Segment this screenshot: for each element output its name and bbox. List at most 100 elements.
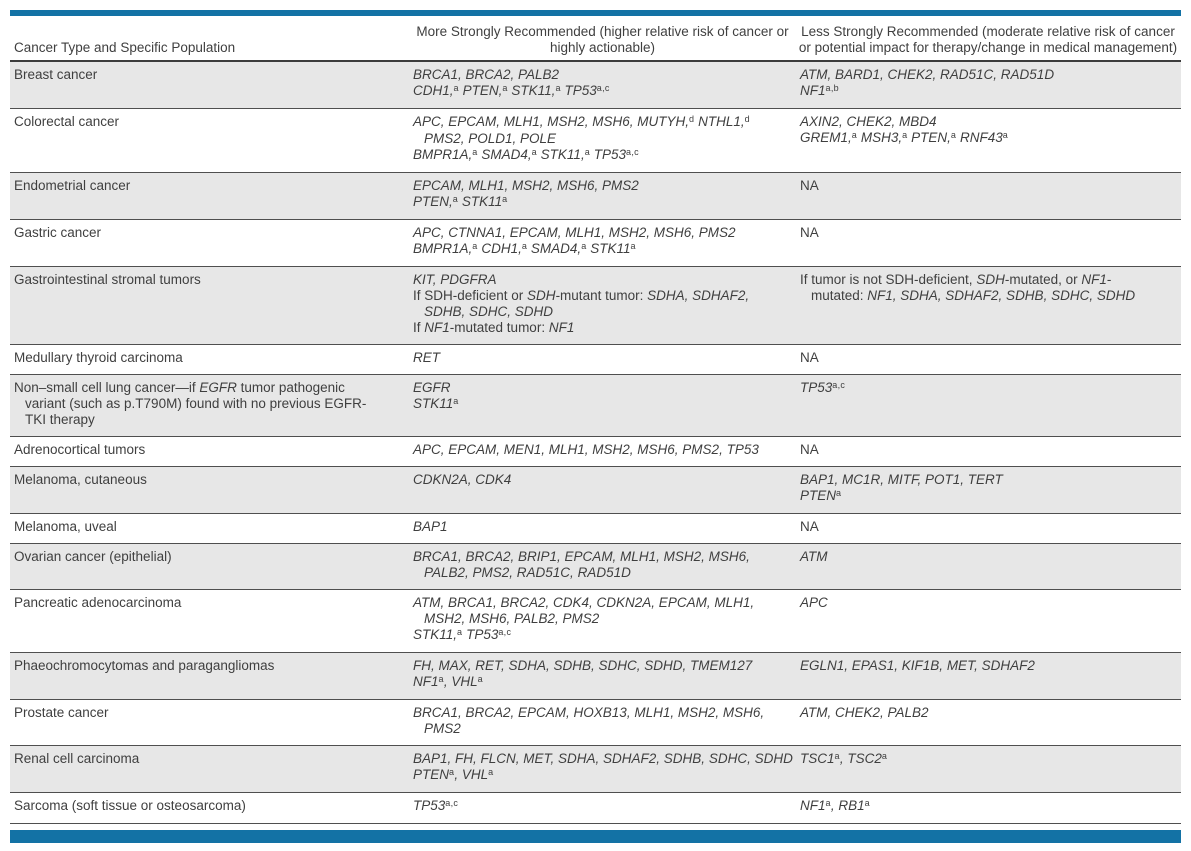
footnote-marker: a [477,674,483,684]
table-row: Phaeochromocytomas and paragangliomas FH,… [10,652,1181,699]
text-line: TP53a,c [413,798,789,815]
footnote-marker: a [472,147,478,157]
text-segment: EGFR [413,380,451,395]
cancer-type-cell: Phaeochromocytomas and paragangliomas [10,653,410,699]
text-line: If tumor is not SDH-deficient, SDH-mutat… [800,272,1175,288]
text-segment: STK11, [413,627,458,642]
less-strongly-recommended-cell: TP53a,c [795,375,1181,436]
table-body: Breast cancer BRCA1, BRCA2, PALB2 CDH1,a P… [10,62,1181,824]
top-rule [10,10,1181,16]
text-line: NA [800,350,1175,366]
footnote-marker: a [555,83,561,93]
text-segment: GREM1, [800,130,852,145]
text-segment: NF1 [424,320,450,335]
text-segment: NA [800,178,819,193]
cancer-type-cell: Adrenocortical tumors [10,437,410,466]
table-row: Ovarian cancer (epithelial) BRCA1, BRCA2,… [10,543,1181,589]
more-strongly-recommended-cell: ATM, BRCA1, BRCA2, CDK4, CDKN2A, EPCAM, … [410,590,795,652]
more-strongly-recommended-cell: BRCA1, BRCA2, EPCAM, HOXB13, MLH1, MSH2,… [410,700,795,745]
text-line: Colorectal cancer [14,114,404,130]
table-row: Prostate cancer BRCA1, BRCA2, EPCAM, HOXB… [10,699,1181,745]
footnote-marker: a [453,83,459,93]
text-line: PMS2, POLD1, POLE [413,131,789,147]
text-segment: Colorectal cancer [14,114,120,129]
text-segment: PMS2 [424,721,461,736]
text-segment: NF1 [548,320,575,335]
text-segment: Ovarian cancer (epithelial) [14,549,172,564]
text-line: MSH2, MSH6, PALB2, PMS2 [413,611,789,627]
footnote-marker: d [744,114,750,124]
less-strongly-recommended-cell: ATM, BARD1, CHEK2, RAD51C, RAD51D NF1a,b [795,62,1181,108]
more-strongly-recommended-cell: FH, MAX, RET, SDHA, SDHB, SDHC, SDHD, TM… [410,653,795,699]
text-segment: CDKN2A, CDK4 [413,472,512,487]
footnote-marker: a [488,767,494,777]
footnote-marker: a [581,241,587,251]
footnote-marker: a [452,194,459,204]
less-strongly-recommended-cell: NF1a, RB1a [795,793,1181,823]
more-strongly-recommended-cell: APC, EPCAM, MLH1, MSH2, MSH6, MUTYH,d NT… [410,109,795,172]
text-line: TKI therapy [14,412,404,428]
text-line: NA [800,178,1175,194]
text-line: NF1a, RB1a [800,798,1175,815]
cancer-type-cell: Renal cell carcinoma [10,746,410,792]
text-line: Melanoma, uveal [14,519,404,535]
footnote-marker: a,b [825,83,839,93]
text-segment: APC, EPCAM, MEN1, MLH1, MSH2, MSH6, PMS2… [413,442,759,457]
text-line: ATM, CHEK2, PALB2 [800,705,1175,721]
table-row: Pancreatic adenocarcinoma ATM, BRCA1, BRC… [10,589,1181,652]
footnote-marker: a,c [498,627,512,637]
cancer-type-cell: Prostate cancer [10,700,410,745]
text-segment: EPCAM, MLH1, MSH2, MSH6, PMS2 [413,178,639,193]
text-segment: MSH3, [857,130,903,145]
text-line: AXIN2, CHEK2, MBD4 [800,114,1175,130]
text-line: ATM, BARD1, CHEK2, RAD51C, RAD51D [800,67,1175,83]
less-strongly-recommended-cell: BAP1, MC1R, MITF, POT1, TERT PTENa [795,467,1181,513]
less-strongly-recommended-cell: NA [795,345,1181,374]
text-segment: Non–small cell lung cancer—if [14,380,200,395]
text-segment: NF1 [1081,272,1107,287]
footnote-marker: d [689,114,695,124]
footnote-marker: a [521,241,528,251]
text-line: NF1a,b [800,83,1175,100]
cancer-type-cell: Ovarian cancer (epithelial) [10,544,410,589]
text-line: EGFR [413,380,789,396]
text-segment: STK11, [507,83,556,98]
text-segment: Medullary thyroid carcinoma [14,350,183,365]
less-strongly-recommended-cell: NA [795,220,1181,266]
footnote-marker: a [864,798,870,808]
more-strongly-recommended-cell: BRCA1, BRCA2, PALB2 CDH1,a PTEN,a STK11,a… [410,62,795,108]
text-line: EGLN1, EPAS1, KIF1B, MET, SDHAF2 [800,658,1175,674]
text-segment: -mutated tumor: [449,320,549,335]
text-segment: -mutant tumor: [555,288,648,303]
col-header-cancer-type: Cancer Type and Specific Population [14,40,236,55]
cancer-type-cell: Gastrointestinal stromal tumors [10,267,410,344]
text-segment: BMPR1A, [413,147,473,162]
text-line: NA [800,442,1175,458]
footnote-marker: a [950,130,957,140]
col-header-less-strongly-recommended: Less Strongly Recommended (moderate rela… [798,24,1178,55]
text-segment: If SDH-deficient or [413,288,528,303]
footnote-marker: a,c [445,798,459,808]
footnote-marker: a [502,194,508,204]
footnote-marker: a,c [832,380,846,390]
cancer-type-cell: Sarcoma (soft tissue or osteosarcoma) [10,793,410,823]
text-segment: Melanoma, uveal [14,519,117,534]
text-segment: MSH2, MSH6, PALB2, PMS2 [424,611,600,626]
text-segment: ATM [800,549,828,564]
more-strongly-recommended-cell: EPCAM, MLH1, MSH2, MSH6, PMS2 PTEN,a STK1… [410,173,795,219]
text-line: PTENa [800,488,1175,505]
text-segment: SDHB, SDHC, SDHD [424,304,554,319]
text-line: NA [800,519,1175,535]
text-segment: NF1 [413,674,439,689]
text-segment: tumor pathogenic [236,380,345,395]
text-segment: Pancreatic adenocarcinoma [14,595,182,610]
text-segment: Gastrointestinal stromal tumors [14,272,201,287]
text-line: CDH1,a PTEN,a STK11,a TP53a,c [413,83,789,100]
text-segment: SDH [976,272,1005,287]
text-segment: STK11 [586,241,631,256]
text-line: TP53a,c [800,380,1175,397]
text-segment: TP53 [800,380,833,395]
text-segment: ATM, BARD1, CHEK2, RAD51C, RAD51D [800,67,1055,82]
text-line: Phaeochromocytomas and paragangliomas [14,658,404,674]
text-line: PTEN,a STK11a [413,194,789,211]
